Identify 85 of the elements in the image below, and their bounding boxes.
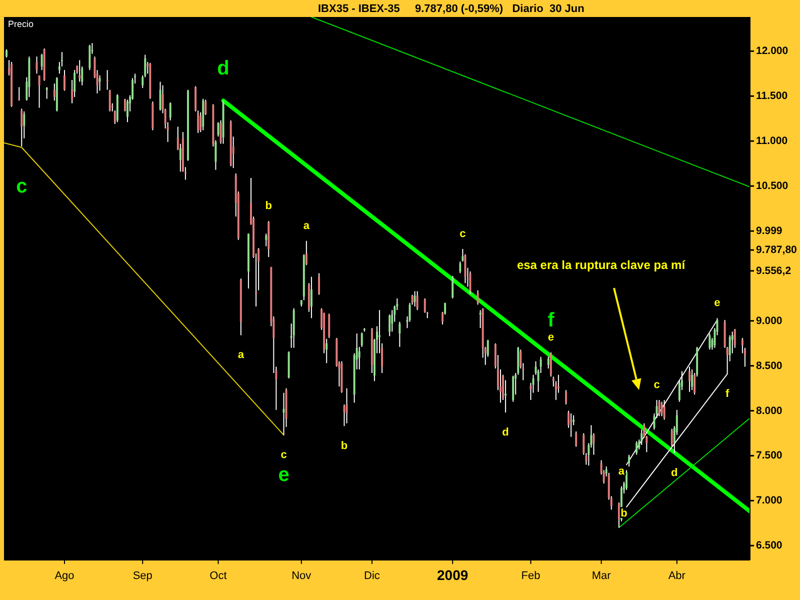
candlestick: [391, 310, 394, 332]
candlestick: [660, 401, 663, 417]
annotation: d: [671, 467, 678, 480]
y-tick-label: 8.000: [756, 404, 782, 417]
candlestick: [360, 332, 363, 348]
annotation: f: [725, 388, 730, 400]
candlestick: [414, 290, 416, 307]
chart-title: IBX35 - IBEX-35: [318, 3, 400, 15]
candlestick: [328, 313, 330, 338]
chart-subtitle: 9.787,80 (-0,59%) Diario 30 Jun: [415, 3, 585, 15]
annotation: a: [303, 220, 310, 232]
y-tick-label: 9.999: [756, 225, 782, 238]
y-tick-label: 6.500: [756, 540, 782, 552]
annotation: d: [217, 58, 230, 80]
y-tick-label: 11.000: [756, 135, 788, 148]
annotation: c: [654, 378, 660, 391]
candlestick: [658, 399, 660, 417]
candlestick: [688, 366, 690, 392]
y-tick-label: 7.000: [756, 494, 782, 507]
x-tick-label: 2009: [437, 567, 468, 583]
y-tick-label: 9.787,80: [756, 244, 798, 256]
candlestick: [708, 332, 711, 350]
candlestick: [398, 321, 401, 348]
candlestick: [459, 261, 462, 274]
annotation: e: [714, 297, 720, 310]
candlestick: [126, 99, 128, 123]
annotation: b: [340, 440, 348, 452]
candlestick: [626, 470, 628, 490]
candlestick: [108, 89, 111, 112]
annotation: esa era la ruptura clave pa mí: [516, 258, 686, 272]
candlestick: [64, 70, 66, 92]
candlestick: [38, 74, 40, 108]
y-tick-label: 8.500: [756, 360, 782, 372]
candlestick: [310, 276, 312, 319]
annotation: c: [280, 449, 287, 462]
candlestick: [20, 108, 23, 147]
y-tick-label: 12.000: [756, 45, 788, 58]
candlestick: [636, 440, 638, 456]
x-tick-label: Abr: [668, 570, 686, 582]
candlestick: [88, 44, 91, 71]
y-tick-label: 9.000: [756, 314, 782, 327]
candlestick: [18, 86, 20, 102]
annotation: d: [502, 426, 509, 439]
candlestick: [570, 412, 572, 438]
candlestick: [169, 102, 172, 121]
y-tick-label: 10.500: [756, 180, 788, 192]
annotation: a: [618, 465, 626, 478]
y-tick-label: 9.556,2: [756, 264, 792, 277]
candlestick: [40, 53, 43, 71]
candlestick: [326, 338, 328, 364]
candlestick: [265, 233, 268, 247]
y-axis-title: Precio: [8, 19, 34, 29]
candlestick: [512, 375, 514, 402]
annotation: f: [548, 309, 555, 332]
x-tick-label: Sep: [132, 570, 152, 582]
x-tick-label: Nov: [292, 570, 312, 582]
x-tick-label: Ago: [54, 570, 74, 582]
annotation: e: [278, 464, 290, 486]
x-tick-label: Feb: [521, 570, 540, 582]
annotation: a: [238, 349, 245, 362]
candlestick: [416, 290, 418, 311]
annotation: b: [265, 200, 272, 212]
annotation: c: [16, 175, 28, 198]
candlestick: [452, 275, 454, 299]
x-tick-label: Mar: [592, 570, 612, 582]
candlestick: [442, 311, 444, 325]
candlestick: [547, 356, 550, 370]
candlestick: [565, 390, 568, 405]
x-tick-label: Oct: [210, 570, 227, 582]
annotation: e: [548, 331, 554, 344]
candlestick: [663, 399, 666, 420]
candlestick: [691, 368, 694, 391]
candlestick: [575, 430, 578, 448]
candlestick: [388, 314, 391, 337]
annotation: c: [460, 228, 466, 240]
y-tick-label: 7.500: [756, 450, 782, 462]
y-tick-label: 11.500: [756, 90, 788, 102]
candlestick: [318, 272, 320, 296]
candlestick: [106, 70, 108, 90]
candlestick: [550, 352, 552, 378]
x-tick-label: Dic: [364, 570, 380, 582]
candlestick: [46, 86, 48, 100]
candlestick: [53, 83, 56, 102]
candlestick: [78, 60, 81, 82]
candlestick: [476, 290, 479, 306]
